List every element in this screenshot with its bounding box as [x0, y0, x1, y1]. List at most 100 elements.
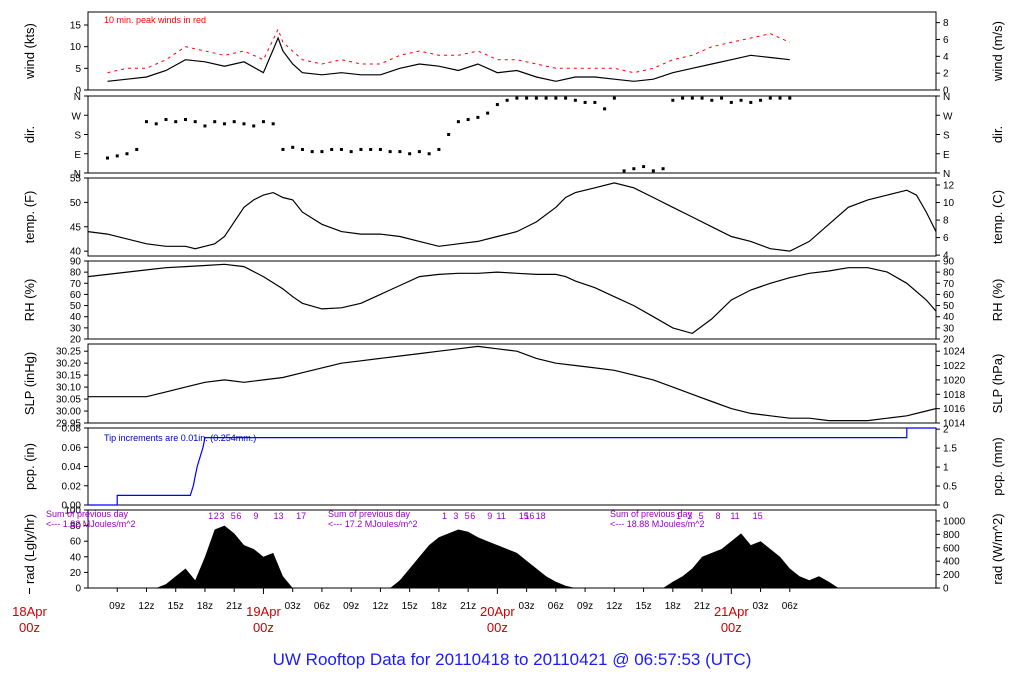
x-tick-label: 12z: [606, 601, 622, 612]
direction-point: [612, 96, 616, 100]
hour-label: 1: [676, 511, 681, 521]
y-tick-label-right: 8: [943, 18, 949, 29]
date-label: 21Apr: [714, 604, 749, 619]
x-tick-label: 12z: [138, 601, 154, 612]
series-line-pcp: [88, 427, 936, 506]
direction-point: [729, 100, 733, 104]
direction-point: [583, 100, 587, 104]
panel-pcp: pcp. (in) pcp. (mm) 0.00 0.02 0.04 0.06 0.08 0 0…: [22, 424, 1005, 512]
y-tick-label: 29.95: [56, 419, 81, 430]
direction-point: [388, 150, 392, 154]
y-tick-label: 45: [70, 222, 82, 233]
hour-label: 5: [465, 511, 470, 521]
y-tick-label: 50: [70, 301, 82, 312]
y-axis-label: pcp. (in): [22, 443, 37, 490]
y-tick-label: 0.02: [62, 481, 82, 492]
y-tick-label-right: N: [943, 92, 950, 103]
y-axis-label: wind (kts): [22, 23, 37, 80]
panel-frame: [87, 11, 937, 91]
direction-point: [310, 150, 314, 154]
direction-point: [417, 150, 421, 154]
y-axis-label: rad (Lgly/hr): [22, 514, 37, 584]
y-tick-label: 5: [75, 64, 81, 75]
y-axis-label: dir.: [22, 126, 37, 143]
y-tick-label-right: 1000: [943, 516, 966, 527]
y-tick-label: E: [74, 150, 81, 161]
x-tick-label: 15z: [402, 601, 418, 612]
panel-frame: [87, 95, 937, 174]
direction-point: [778, 96, 782, 100]
direction-point: [135, 147, 139, 151]
hour-label: 3: [687, 511, 692, 521]
y-tick-label: 50: [70, 198, 82, 209]
y-tick-label-right: 0: [943, 86, 949, 97]
direction-point: [788, 96, 792, 100]
direction-point: [544, 96, 548, 100]
direction-point: [564, 96, 568, 100]
direction-point: [671, 98, 675, 102]
date-label-time: 00z: [253, 620, 274, 635]
hour-label: 6: [470, 511, 475, 521]
y-tick-label-right: 0.5: [943, 482, 957, 493]
direction-point: [525, 96, 529, 100]
hour-label: 9: [253, 511, 258, 521]
y-tick-label-right: 400: [943, 557, 960, 568]
hour-label: 5: [231, 511, 236, 521]
direction-point: [281, 147, 285, 151]
date-label: 18Apr: [12, 604, 47, 619]
direction-point: [183, 118, 187, 122]
direction-point: [359, 147, 363, 151]
series-line-temp: [87, 182, 937, 252]
x-tick-label: 21z: [226, 601, 242, 612]
date-label-time: 00z: [721, 620, 742, 635]
panel-rad: rad (Lgly/hr) rad (W/m^2)0204060801000200…: [22, 506, 1005, 595]
x-tick-label: 09z: [577, 601, 593, 612]
hour-label: 9: [487, 511, 492, 521]
y-tick-label-right: 30: [943, 323, 955, 334]
y-tick-label: 0.06: [62, 443, 82, 454]
y-tick-label: 0: [75, 86, 81, 97]
y-tick-label: 60: [70, 290, 82, 301]
y-tick-label: N: [74, 169, 81, 180]
direction-point: [700, 96, 704, 100]
direction-point: [456, 120, 460, 124]
y-tick-label: 40: [70, 247, 82, 258]
y-tick-label-right: 4: [943, 52, 949, 63]
direction-point: [105, 156, 109, 160]
hour-label: 3: [219, 511, 224, 521]
hour-label: 11: [496, 511, 505, 521]
panel-frame: [87, 343, 937, 424]
y-tick-label-right: 90: [943, 257, 955, 268]
y-tick-label: 0: [75, 584, 81, 595]
y-tick-label: 20: [70, 568, 82, 579]
tip-increment-note: Tip increments are 0.01in. (0.254mm.): [104, 433, 256, 443]
hour-label: 11: [730, 511, 739, 521]
hour-label: 1: [442, 511, 447, 521]
y-tick-label-right: 200: [943, 570, 960, 581]
y-tick-label-right: 80: [943, 268, 955, 279]
direction-point: [193, 120, 197, 124]
direction-point: [759, 98, 763, 102]
y-tick-label-right: 0: [943, 584, 949, 595]
x-tick-label: 21z: [460, 601, 476, 612]
y-tick-label: 30.25: [56, 347, 81, 358]
direction-point: [554, 96, 558, 100]
y-axis-label-right: rad (W/m^2): [990, 513, 1005, 584]
direction-point: [622, 169, 626, 173]
x-tick-label: 06z: [314, 601, 330, 612]
daily-sum-note: <--- 1.82 MJoules/m^2: [46, 519, 136, 529]
y-axis-label: temp. (F): [22, 191, 37, 244]
y-tick-label-right: 40: [943, 312, 955, 323]
direction-point: [125, 152, 129, 156]
hour-label: 1: [208, 511, 213, 521]
y-tick-label: 30.05: [56, 395, 81, 406]
y-tick-label: 100: [64, 506, 81, 517]
y-tick-label-right: 1016: [943, 404, 966, 415]
y-tick-label-right: 1020: [943, 375, 966, 386]
direction-point: [720, 96, 724, 100]
panel-temp: temp. (F) temp. (C) 40 45 50 55 4 6 8 10 12: [22, 174, 1005, 262]
y-tick-label: 30.20: [56, 359, 81, 370]
daily-sum-note: <--- 17.2 MJoules/m^2: [328, 519, 418, 529]
y-tick-label: 30.10: [56, 383, 81, 394]
hour-label: 15: [753, 511, 763, 521]
